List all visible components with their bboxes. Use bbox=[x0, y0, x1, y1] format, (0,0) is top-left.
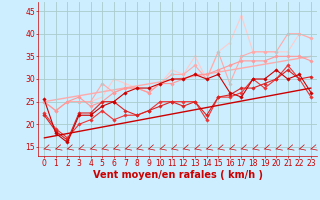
X-axis label: Vent moyen/en rafales ( km/h ): Vent moyen/en rafales ( km/h ) bbox=[92, 170, 263, 180]
